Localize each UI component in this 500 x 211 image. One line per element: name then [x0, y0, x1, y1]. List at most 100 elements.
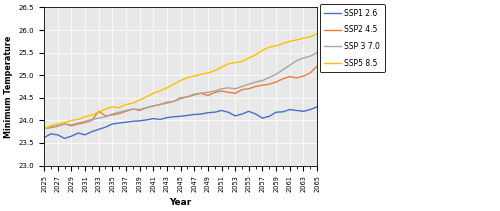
SSP5 8.5 — [89, 114, 95, 116]
SSP5 8.5 — [198, 73, 204, 76]
SSP1 2.6 — [123, 121, 129, 123]
SSP1 2.6 — [89, 130, 95, 133]
SSP1 2.6 — [239, 113, 245, 115]
SSP1 2.6 — [150, 117, 156, 120]
SSP2 4.5 — [232, 92, 238, 95]
SSP 3 7.0 — [260, 79, 266, 82]
SSP1 2.6 — [226, 111, 232, 114]
Legend: SSP1 2.6, SSP2 4.5, SSP 3 7.0, SSP5 8.5: SSP1 2.6, SSP2 4.5, SSP 3 7.0, SSP5 8.5 — [320, 4, 384, 72]
SSP 3 7.0 — [157, 103, 163, 106]
SSP2 4.5 — [130, 108, 136, 110]
SSP2 4.5 — [178, 96, 184, 99]
SSP5 8.5 — [68, 119, 74, 122]
SSP 3 7.0 — [89, 118, 95, 121]
SSP5 8.5 — [300, 37, 306, 39]
SSP 3 7.0 — [307, 55, 313, 57]
SSP1 2.6 — [116, 122, 122, 124]
SSP 3 7.0 — [102, 115, 108, 118]
SSP 3 7.0 — [54, 124, 60, 127]
SSP 3 7.0 — [184, 96, 190, 98]
SSP5 8.5 — [280, 42, 286, 45]
SSP1 2.6 — [252, 113, 258, 115]
SSP5 8.5 — [170, 83, 176, 85]
SSP2 4.5 — [54, 125, 60, 127]
SSP2 4.5 — [273, 81, 279, 83]
Line: SSP5 8.5: SSP5 8.5 — [44, 34, 317, 128]
SSP1 2.6 — [232, 115, 238, 117]
SSP2 4.5 — [89, 119, 95, 122]
SSP2 4.5 — [82, 121, 88, 124]
SSP5 8.5 — [123, 103, 129, 106]
SSP1 2.6 — [307, 108, 313, 111]
SSP1 2.6 — [68, 135, 74, 137]
SSP5 8.5 — [110, 106, 116, 108]
SSP2 4.5 — [68, 124, 74, 127]
SSP2 4.5 — [246, 88, 252, 90]
SSP1 2.6 — [144, 119, 150, 121]
SSP 3 7.0 — [41, 127, 47, 130]
SSP 3 7.0 — [123, 109, 129, 112]
SSP5 8.5 — [164, 87, 170, 89]
SSP1 2.6 — [260, 117, 266, 119]
SSP5 8.5 — [136, 99, 142, 101]
SSP2 4.5 — [48, 126, 54, 129]
SSP5 8.5 — [144, 96, 150, 98]
SSP 3 7.0 — [212, 90, 218, 92]
SSP5 8.5 — [212, 69, 218, 72]
SSP5 8.5 — [252, 54, 258, 56]
SSP2 4.5 — [116, 112, 122, 115]
SSP1 2.6 — [41, 136, 47, 139]
SSP 3 7.0 — [300, 57, 306, 59]
SSP 3 7.0 — [150, 105, 156, 107]
SSP 3 7.0 — [96, 117, 102, 119]
SSP1 2.6 — [75, 132, 81, 134]
SSP2 4.5 — [96, 110, 102, 113]
SSP 3 7.0 — [82, 120, 88, 123]
SSP1 2.6 — [48, 133, 54, 135]
SSP1 2.6 — [164, 116, 170, 119]
SSP2 4.5 — [266, 83, 272, 85]
SSP2 4.5 — [102, 115, 108, 117]
SSP5 8.5 — [239, 60, 245, 63]
Line: SSP 3 7.0: SSP 3 7.0 — [44, 53, 317, 128]
SSP 3 7.0 — [218, 88, 224, 90]
SSP2 4.5 — [62, 123, 68, 125]
SSP 3 7.0 — [226, 87, 232, 89]
SSP 3 7.0 — [198, 92, 204, 95]
SSP 3 7.0 — [164, 102, 170, 104]
SSP5 8.5 — [48, 124, 54, 127]
SSP2 4.5 — [144, 107, 150, 109]
SSP5 8.5 — [314, 32, 320, 35]
SSP5 8.5 — [150, 92, 156, 95]
SSP1 2.6 — [246, 110, 252, 113]
SSP5 8.5 — [307, 35, 313, 38]
SSP5 8.5 — [246, 57, 252, 59]
SSP1 2.6 — [54, 134, 60, 136]
SSP2 4.5 — [260, 84, 266, 86]
SSP 3 7.0 — [68, 124, 74, 126]
SSP5 8.5 — [82, 115, 88, 118]
SSP2 4.5 — [170, 100, 176, 103]
SSP 3 7.0 — [144, 107, 150, 109]
SSP 3 7.0 — [294, 60, 300, 62]
SSP5 8.5 — [41, 127, 47, 130]
SSP2 4.5 — [314, 65, 320, 68]
SSP1 2.6 — [212, 111, 218, 114]
SSP5 8.5 — [232, 61, 238, 64]
SSP1 2.6 — [300, 110, 306, 113]
SSP1 2.6 — [273, 111, 279, 114]
SSP5 8.5 — [226, 63, 232, 65]
SSP 3 7.0 — [273, 73, 279, 76]
SSP2 4.5 — [307, 72, 313, 74]
SSP2 4.5 — [150, 105, 156, 107]
SSP2 4.5 — [294, 77, 300, 79]
SSP2 4.5 — [136, 109, 142, 112]
SSP5 8.5 — [191, 75, 197, 77]
SSP 3 7.0 — [48, 126, 54, 128]
SSP 3 7.0 — [239, 85, 245, 88]
SSP1 2.6 — [110, 123, 116, 125]
SSP2 4.5 — [226, 91, 232, 94]
SSP1 2.6 — [287, 108, 293, 111]
SSP5 8.5 — [205, 72, 211, 74]
Y-axis label: Minimum Temperature: Minimum Temperature — [4, 35, 13, 138]
